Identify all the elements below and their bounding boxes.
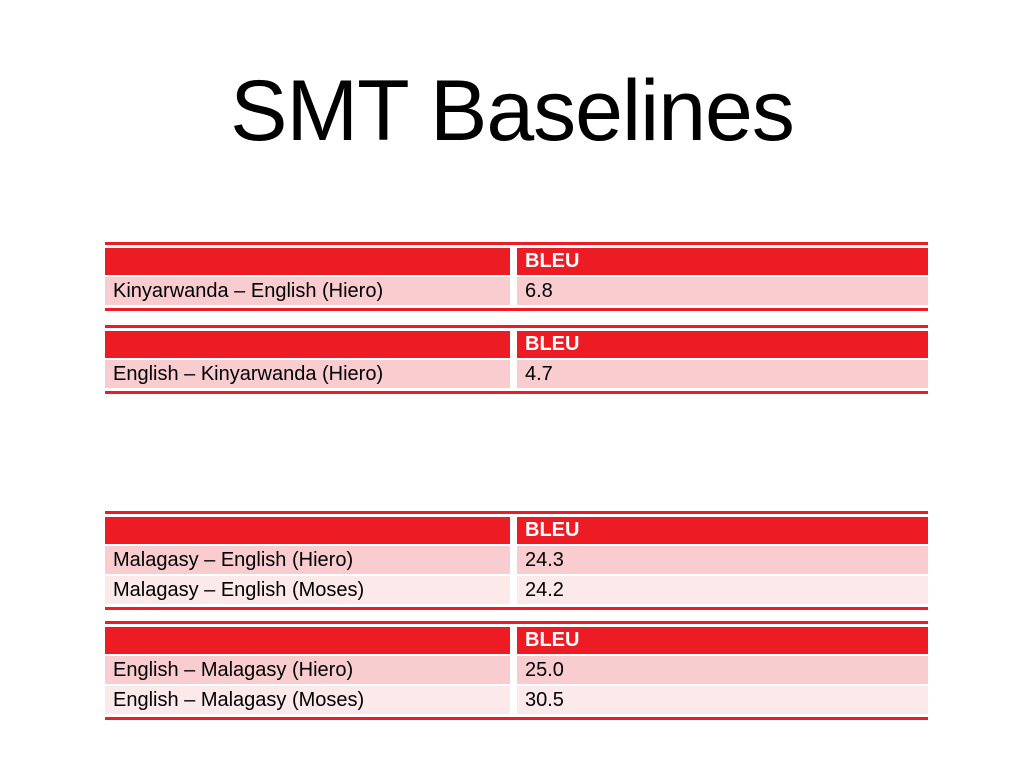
system-label: Malagasy – English (Hiero) <box>113 548 354 571</box>
bleu-header-label: BLEU <box>525 519 580 541</box>
bleu-score-cell: 30.5 <box>517 686 928 714</box>
header-bleu-cell: BLEU <box>517 517 928 544</box>
bleu-table-malagasy-english: BLEU Malagasy – English (Hiero) 24.3 Mal… <box>105 511 928 610</box>
header-empty-cell <box>105 248 510 275</box>
table-row: Kinyarwanda – English (Hiero) 6.8 <box>105 277 928 305</box>
bleu-score: 24.3 <box>525 548 564 571</box>
bleu-table-english-malagasy: BLEU English – Malagasy (Hiero) 25.0 Eng… <box>105 621 928 720</box>
system-label-cell: Malagasy – English (Hiero) <box>105 546 510 574</box>
bleu-score: 24.2 <box>525 578 564 601</box>
header-empty-cell <box>105 331 510 358</box>
system-label-cell: English – Kinyarwanda (Hiero) <box>105 360 510 388</box>
bleu-score-cell: 6.8 <box>517 277 928 305</box>
table-header-row: BLEU <box>105 517 928 544</box>
bleu-table-english-kinyarwanda: BLEU English – Kinyarwanda (Hiero) 4.7 <box>105 325 928 394</box>
bleu-score: 25.0 <box>525 658 564 681</box>
table-row: English – Malagasy (Hiero) 25.0 <box>105 656 928 684</box>
header-bleu-cell: BLEU <box>517 248 928 275</box>
table-row: English – Kinyarwanda (Hiero) 4.7 <box>105 360 928 388</box>
bleu-score-cell: 25.0 <box>517 656 928 684</box>
header-empty-cell <box>105 517 510 544</box>
bleu-header-label: BLEU <box>525 629 580 651</box>
bleu-score-cell: 4.7 <box>517 360 928 388</box>
bleu-header-label: BLEU <box>525 333 580 355</box>
system-label-cell: English – Malagasy (Hiero) <box>105 656 510 684</box>
table-row: Malagasy – English (Moses) 24.2 <box>105 576 928 604</box>
bleu-header-label: BLEU <box>525 250 580 272</box>
bleu-table-kinyarwanda-english: BLEU Kinyarwanda – English (Hiero) 6.8 <box>105 242 928 311</box>
bleu-score: 6.8 <box>525 279 553 302</box>
header-bleu-cell: BLEU <box>517 627 928 654</box>
table-header-row: BLEU <box>105 331 928 358</box>
system-label: Malagasy – English (Moses) <box>113 578 365 601</box>
system-label: English – Malagasy (Moses) <box>113 688 365 711</box>
bleu-score: 4.7 <box>525 362 553 385</box>
system-label-cell: Kinyarwanda – English (Hiero) <box>105 277 510 305</box>
slide-title: SMT Baselines <box>230 63 795 159</box>
system-label: Kinyarwanda – English (Hiero) <box>113 279 384 302</box>
system-label-cell: English – Malagasy (Moses) <box>105 686 510 714</box>
system-label-cell: Malagasy – English (Moses) <box>105 576 510 604</box>
bleu-score-cell: 24.2 <box>517 576 928 604</box>
bleu-score-cell: 24.3 <box>517 546 928 574</box>
table-header-row: BLEU <box>105 248 928 275</box>
system-label: English – Kinyarwanda (Hiero) <box>113 362 384 385</box>
header-empty-cell <box>105 627 510 654</box>
system-label: English – Malagasy (Hiero) <box>113 658 354 681</box>
table-header-row: BLEU <box>105 627 928 654</box>
table-row: Malagasy – English (Hiero) 24.3 <box>105 546 928 574</box>
bleu-score: 30.5 <box>525 688 564 711</box>
header-bleu-cell: BLEU <box>517 331 928 358</box>
table-row: English – Malagasy (Moses) 30.5 <box>105 686 928 714</box>
